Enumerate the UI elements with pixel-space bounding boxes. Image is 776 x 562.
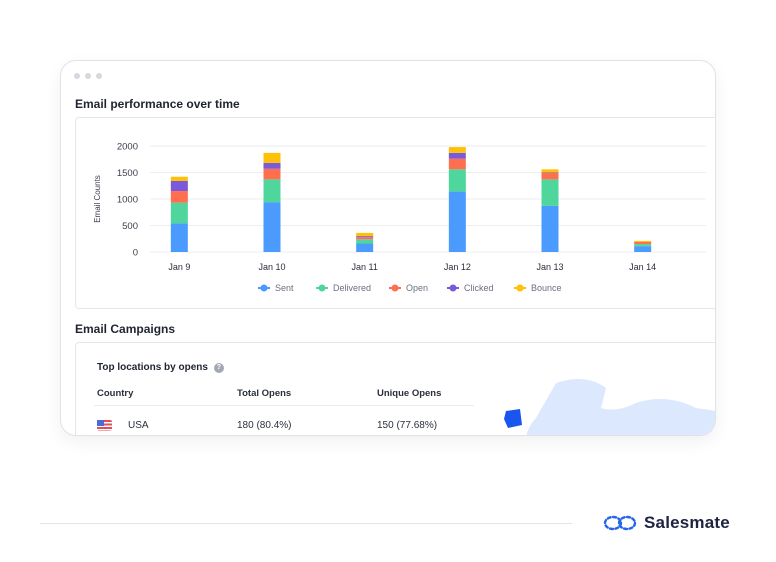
- bar-segment-clicked: [170, 180, 188, 192]
- locations-panel: Top locations by opens ? Country Total O…: [75, 342, 716, 436]
- bar-segment-sent: [634, 246, 652, 252]
- bar-segment-open: [356, 237, 374, 240]
- world-map[interactable]: [496, 373, 716, 436]
- dashboard-window: Email performance over time 0 500 1000 1500…: [60, 60, 716, 436]
- column-total-opens[interactable]: Total Opens: [237, 388, 292, 399]
- table-divider: [94, 405, 474, 406]
- y-tick-label: 0: [133, 248, 138, 259]
- y-tick-label: 500: [122, 221, 138, 232]
- x-tick-label: Jan 11: [351, 262, 377, 272]
- bar-segment-open: [634, 241, 652, 245]
- brand-name: Salesmate: [644, 513, 730, 532]
- bar-segment-delivered: [263, 179, 281, 203]
- y-axis-label: Email Counts: [93, 175, 102, 223]
- chart-panel: 0 500 1000 1500 2000 Email Counts Jan 9 Jan 10 J…: [75, 117, 715, 309]
- x-tick-label: Jan 14: [629, 262, 656, 272]
- x-tick-label: Jan 9: [168, 262, 190, 272]
- footer-divider: [40, 523, 572, 524]
- bar-segment-clicked: [263, 162, 281, 169]
- bar-segment-sent: [541, 205, 559, 252]
- unique-opens-cell: 150 (77.68%): [377, 420, 438, 431]
- bar-segment-bounce: [541, 169, 559, 173]
- window-dot: [96, 73, 102, 79]
- bar-segment-clicked: [356, 236, 374, 238]
- bar-segment-open: [263, 168, 281, 180]
- bar-segment-bounce: [170, 176, 188, 181]
- us-flag-icon: [97, 420, 112, 431]
- bar-segment-open: [170, 191, 188, 203]
- salesmate-logo: Salesmate: [603, 513, 730, 533]
- total-opens-cell: 180 (80.4%): [237, 420, 292, 431]
- bar-segment-bounce: [448, 147, 466, 153]
- window-dot: [74, 73, 80, 79]
- column-country[interactable]: Country: [97, 388, 134, 399]
- performance-title: Email performance over time: [75, 97, 240, 111]
- bar-segment-sent: [263, 202, 281, 252]
- legend-label: Bounce: [531, 283, 562, 293]
- email-performance-chart: 0 500 1000 1500 2000 Email Counts Jan 9 Jan 10 J…: [93, 142, 706, 293]
- campaigns-title: Email Campaigns: [75, 322, 176, 336]
- x-tick-label: Jan 12: [444, 262, 471, 272]
- x-tick-label: Jan 10: [258, 262, 285, 272]
- salesmate-logo-icon: [603, 515, 637, 531]
- bar-segment-delivered: [448, 169, 466, 192]
- bar-segment-delivered: [356, 239, 374, 244]
- bar-segment-open: [541, 173, 559, 180]
- bar-segment-delivered: [541, 179, 559, 206]
- legend-label: Open: [406, 283, 428, 293]
- bar-segment-delivered: [634, 244, 652, 247]
- y-tick-label: 1000: [117, 195, 138, 206]
- legend-label: Delivered: [333, 283, 371, 293]
- bar-segment-bounce: [356, 232, 374, 237]
- x-tick-label: Jan 13: [536, 262, 563, 272]
- legend-label: Clicked: [464, 283, 494, 293]
- locations-title: Top locations by opens: [97, 362, 208, 373]
- window-dot: [85, 73, 91, 79]
- bar-segment-bounce: [634, 240, 652, 242]
- bar-segment-clicked: [448, 152, 466, 159]
- column-unique-opens[interactable]: Unique Opens: [377, 388, 442, 399]
- bar-segment-sent: [356, 243, 374, 252]
- bar-segment-open: [448, 158, 466, 170]
- bar-segment-delivered: [170, 202, 188, 224]
- bar-segment-bounce: [263, 152, 281, 163]
- legend-label: Sent: [275, 283, 294, 293]
- y-tick-label: 1500: [117, 168, 138, 179]
- y-tick-label: 2000: [117, 142, 138, 153]
- window-controls: [74, 73, 102, 79]
- bar-segment-sent: [170, 223, 188, 252]
- bar-segment-sent: [448, 191, 466, 252]
- country-cell: USA: [128, 420, 149, 431]
- info-icon[interactable]: ?: [213, 362, 224, 373]
- bar-segment-clicked: [541, 172, 559, 174]
